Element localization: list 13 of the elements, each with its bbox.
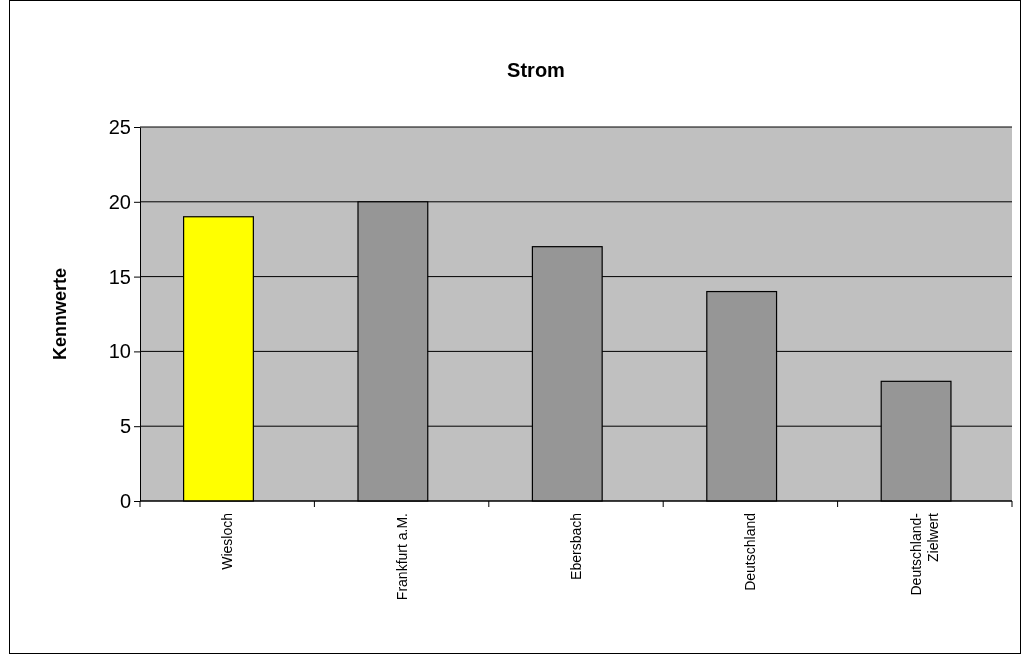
y-tick-label: 20 bbox=[108, 190, 131, 213]
x-tick-label: Deutschland-Zielwert bbox=[908, 512, 942, 596]
y-tick-label: 0 bbox=[119, 489, 131, 512]
x-tick-label: Frankfurt a.M. bbox=[393, 513, 410, 601]
y-tick-label: 25 bbox=[108, 115, 131, 138]
x-tick-label: Wiesloch bbox=[219, 513, 236, 570]
y-tick-label: 15 bbox=[108, 265, 131, 288]
y-tick-label: 10 bbox=[108, 340, 131, 363]
y-axis-title: Kennwerte bbox=[50, 267, 70, 361]
y-tick-label: 5 bbox=[119, 415, 131, 438]
chart-title: Strom bbox=[507, 59, 565, 81]
x-tick-label: Ebersbach bbox=[568, 513, 584, 580]
x-tick-label: Deutschland bbox=[742, 513, 759, 591]
